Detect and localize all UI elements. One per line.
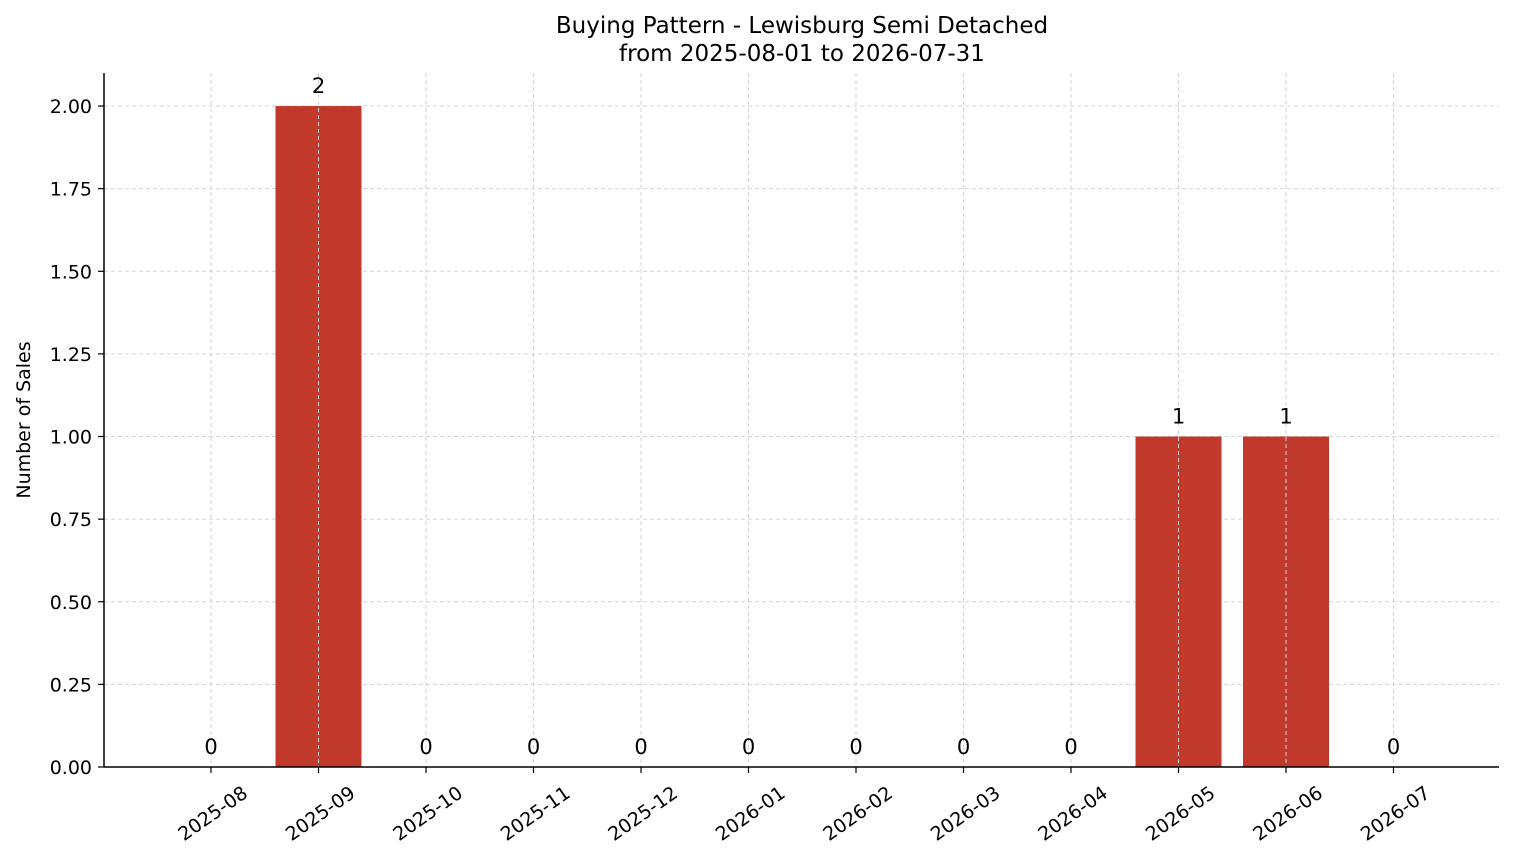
- y-tick-label: 0.75: [50, 509, 92, 531]
- y-ticks: 0.00 0.25 0.50 0.75 1.00 1.25 1.50 1.75 2.00: [50, 96, 104, 779]
- data-label: 0: [1064, 735, 1077, 759]
- x-tick-label: 2026-06: [1249, 782, 1327, 846]
- data-label: 0: [419, 735, 432, 759]
- data-label: 0: [634, 735, 647, 759]
- vertical-grid: [210, 73, 1394, 767]
- x-tick-label: 2026-04: [1034, 782, 1112, 846]
- data-label: 0: [204, 735, 217, 759]
- x-tick-label: 2026-07: [1357, 782, 1435, 846]
- y-tick-label: 1.00: [50, 427, 92, 449]
- y-axis-label: Number of Sales: [13, 341, 35, 498]
- x-tick-label: 2025-08: [174, 782, 252, 846]
- data-label: 0: [849, 735, 862, 759]
- x-tick-label: 2026-01: [712, 782, 790, 846]
- x-tick-label: 2025-12: [604, 782, 682, 846]
- chart-title: Buying Pattern - Lewisburg Semi Detached: [556, 13, 1048, 39]
- data-label: 0: [957, 735, 970, 759]
- x-tick-label: 2026-05: [1142, 782, 1220, 846]
- y-tick-label: 0.50: [50, 592, 92, 614]
- data-label: 2: [312, 74, 325, 98]
- y-tick-label: 0.00: [50, 757, 92, 779]
- x-tick-label: 2026-02: [819, 782, 897, 846]
- x-tick-label: 2025-09: [282, 782, 360, 846]
- x-tick-label: 2025-10: [389, 782, 467, 846]
- data-label: 0: [742, 735, 755, 759]
- bar-2025-09: [275, 106, 362, 768]
- data-labels: 0 2 0 0 0 0 0 0 0 1 1 0: [204, 74, 1400, 759]
- chart-subtitle: from 2025-08-01 to 2026-07-31: [619, 41, 985, 67]
- data-label: 0: [527, 735, 540, 759]
- y-tick-label: 1.25: [50, 344, 92, 366]
- x-tick-label: 2026-03: [927, 782, 1005, 846]
- x-ticks: 2025-08 2025-09 2025-10 2025-11 2025-12 2026-…: [174, 767, 1434, 846]
- data-label: 1: [1279, 405, 1292, 429]
- x-tick-label: 2025-11: [497, 782, 575, 846]
- y-tick-label: 1.75: [50, 179, 92, 201]
- data-label: 1: [1172, 405, 1185, 429]
- y-tick-label: 0.25: [50, 674, 92, 696]
- data-label: 0: [1387, 735, 1400, 759]
- y-tick-label: 1.50: [50, 261, 92, 283]
- y-tick-label: 2.00: [50, 96, 92, 118]
